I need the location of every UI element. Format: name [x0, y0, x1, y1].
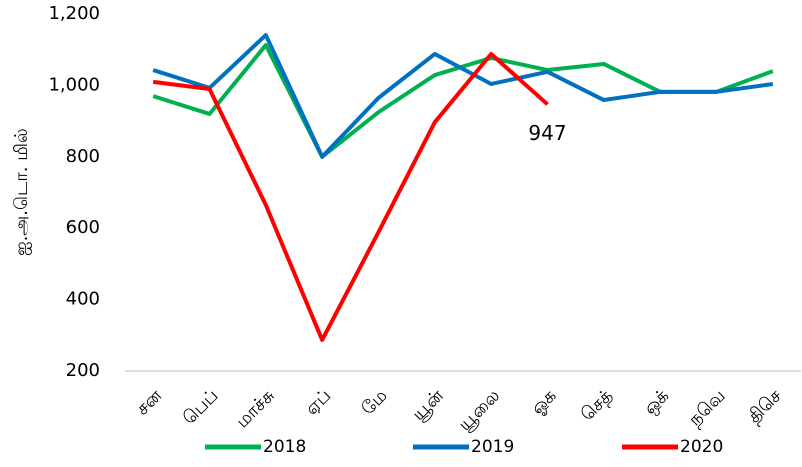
series-line	[152, 51, 549, 342]
x-tick-label: மே	[357, 385, 391, 419]
x-tick-label: ஏப்	[301, 385, 335, 419]
y-tick-label: 200	[66, 360, 100, 381]
y-tick-label: 400	[66, 289, 100, 310]
y-tick-label: 1,200	[48, 3, 100, 24]
x-tick-label: சன	[132, 385, 167, 420]
x-tick-label: திசெ	[744, 385, 787, 428]
y-tick-label: 1,000	[48, 74, 100, 95]
legend-label: 2019	[471, 437, 514, 457]
x-tick-label: யூலை	[454, 385, 504, 435]
x-tick-label: மாச்சு	[232, 385, 279, 432]
x-tick-label: பெப்	[179, 385, 223, 429]
x-tick-label: நவெ	[684, 385, 730, 431]
data-label: 947	[528, 121, 566, 145]
x-tick-label: ஓக	[527, 385, 561, 419]
y-tick-label: 800	[66, 146, 100, 167]
x-tick-label: செத்	[577, 385, 618, 426]
series-line	[152, 43, 774, 159]
x-tick-label: யூன்	[408, 385, 448, 425]
series-line	[152, 33, 774, 159]
legend-label: 2020	[680, 437, 723, 457]
x-tick-label: ஒக்	[640, 385, 674, 419]
legend-label: 2018	[263, 437, 306, 457]
y-tick-label: 600	[66, 217, 100, 238]
y-axis-label: ஐ.அ.டொ. மில்	[11, 128, 32, 256]
